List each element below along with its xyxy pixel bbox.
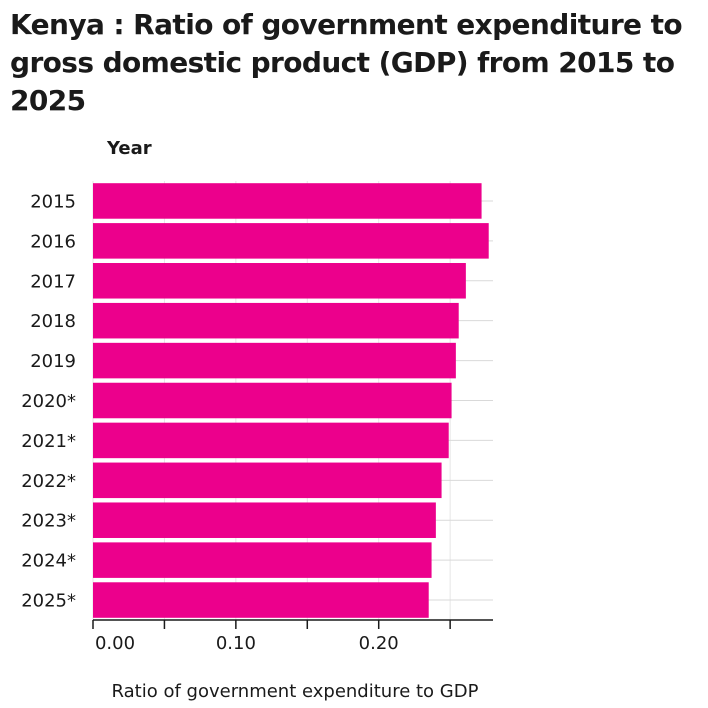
y-tick-label: 2024* <box>21 551 76 572</box>
bar <box>93 302 459 339</box>
y-tick-label: 2015 <box>30 191 76 212</box>
y-tick-label: 2019 <box>30 351 76 372</box>
y-axis: 2015 2016 2017 2018 2019 2020* 2021* 2022* 2023*… <box>21 191 76 611</box>
bar <box>93 183 482 219</box>
y-tick-label: 2022* <box>21 471 76 492</box>
y-tick-label: 2023* <box>21 511 76 532</box>
bar <box>93 502 436 538</box>
x-tick-label: 0.20 <box>359 633 399 654</box>
y-tick-label: 2020* <box>21 391 76 412</box>
x-axis-title: Ratio of government expenditure to GDP <box>112 681 479 702</box>
bar <box>93 462 442 499</box>
x-tick-label: 0.10 <box>216 633 256 654</box>
bar <box>93 342 456 379</box>
x-tick-label: 0.00 <box>95 633 135 654</box>
y-tick-label: 2021* <box>21 431 76 452</box>
y-tick-label: 2018 <box>30 311 76 332</box>
chart-title: Kenya : Ratio of government expenditure … <box>10 8 683 117</box>
bars <box>93 183 489 618</box>
bar <box>93 582 429 618</box>
y-tick-label: 2017 <box>30 271 76 292</box>
bar <box>93 223 489 259</box>
bar <box>93 263 466 299</box>
x-axis: 0.00 0.10 0.20 <box>92 620 451 654</box>
bar <box>93 422 449 459</box>
bar <box>93 382 452 419</box>
y-tick-label: 2025* <box>21 591 76 612</box>
y-tick-label: 2016 <box>30 231 76 252</box>
bar <box>93 542 432 578</box>
y-axis-title: Year <box>106 138 152 159</box>
